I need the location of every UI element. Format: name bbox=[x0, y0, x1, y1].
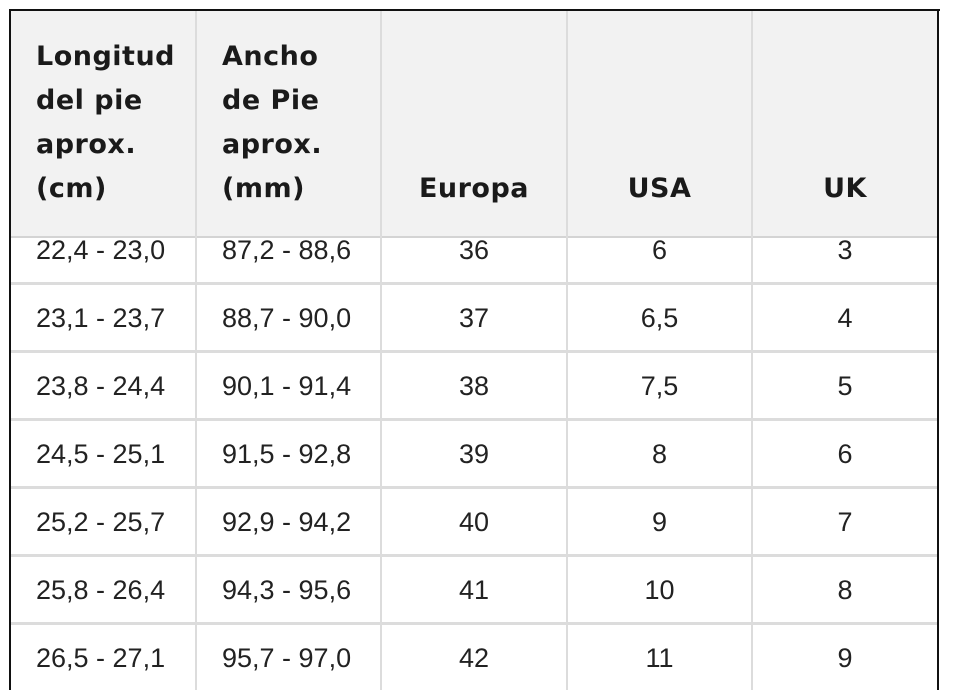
table-cell: 5 bbox=[837, 371, 853, 401]
header-cell: Ancho de Pie aprox. (mm) bbox=[222, 41, 323, 204]
table-cell: 25,2 - 25,7 bbox=[36, 507, 166, 537]
table-cell: 87,2 - 88,6 bbox=[222, 235, 352, 265]
table-cell: 42 bbox=[458, 643, 490, 673]
table-cell: 4 bbox=[837, 303, 853, 333]
table-cell: 25,8 - 26,4 bbox=[36, 575, 166, 605]
table-cell: 41 bbox=[458, 575, 490, 605]
table-cell: 6 bbox=[651, 235, 668, 265]
table-cell: 3 bbox=[837, 235, 853, 265]
table-cell: 39 bbox=[458, 439, 490, 469]
header-cell: Europa bbox=[418, 173, 530, 204]
row-separator bbox=[10, 350, 938, 353]
border-top bbox=[9, 9, 940, 11]
column-separator bbox=[751, 10, 753, 690]
table-cell: 23,1 - 23,7 bbox=[36, 303, 166, 333]
border-left bbox=[9, 9, 11, 690]
table-cell: 38 bbox=[458, 371, 490, 401]
table-cell: 7 bbox=[837, 507, 853, 537]
row-separator bbox=[10, 418, 938, 421]
table-cell: 9 bbox=[651, 507, 668, 537]
row-separator bbox=[10, 282, 938, 285]
table-cell: 23,8 - 24,4 bbox=[36, 371, 166, 401]
table-cell: 94,3 - 95,6 bbox=[222, 575, 352, 605]
table-cell: 26,5 - 27,1 bbox=[36, 643, 166, 673]
table-cell: 7,5 bbox=[640, 371, 679, 401]
table-cell: 37 bbox=[458, 303, 490, 333]
table-cell: 24,5 - 25,1 bbox=[36, 439, 166, 469]
row-separator bbox=[10, 486, 938, 489]
table-cell: 95,7 - 97,0 bbox=[222, 643, 352, 673]
table-cell: 6,5 bbox=[640, 303, 679, 333]
row-separator bbox=[10, 622, 938, 625]
table-cell: 22,4 - 23,0 bbox=[36, 235, 166, 265]
table-cell: 90,1 - 91,4 bbox=[222, 371, 352, 401]
header-cell: UK bbox=[823, 173, 867, 204]
header-cell: USA bbox=[627, 173, 692, 204]
border-right bbox=[937, 9, 939, 690]
table-cell: 8 bbox=[651, 439, 668, 469]
table-cell: 92,9 - 94,2 bbox=[222, 507, 352, 537]
row-separator bbox=[10, 554, 938, 557]
header-background bbox=[10, 10, 938, 237]
column-separator bbox=[566, 10, 568, 690]
table-cell: 6 bbox=[837, 439, 853, 469]
table-cell: 10 bbox=[644, 575, 675, 605]
table-cell: 36 bbox=[458, 235, 490, 265]
table-cell: 8 bbox=[837, 575, 853, 605]
header-cell: Longitud del pie aprox. (cm) bbox=[36, 41, 176, 204]
header-separator bbox=[10, 236, 938, 238]
column-separator bbox=[195, 10, 197, 690]
table-cell: 91,5 - 92,8 bbox=[222, 439, 352, 469]
column-separator bbox=[380, 10, 382, 690]
table-cell: 40 bbox=[458, 507, 490, 537]
table-cell: 88,7 - 90,0 bbox=[222, 303, 352, 333]
table-cell: 9 bbox=[837, 643, 853, 673]
table-cell: 11 bbox=[645, 643, 674, 673]
